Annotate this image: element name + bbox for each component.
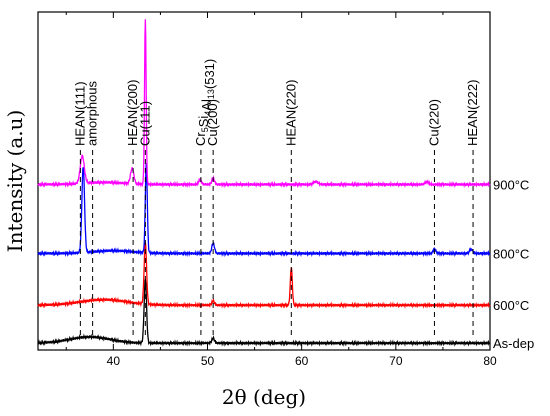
plot-area-border	[37, 11, 491, 351]
series-line	[37, 163, 491, 258]
tick-layer: 40 50 60 70 80	[65, 12, 497, 368]
x-tick-label: 80	[483, 354, 497, 368]
series-label: 800°C	[493, 246, 529, 261]
annotation-layer: HEAN(111)amorphous HEAN(200)Cu(111) Cr5Si4…	[72, 59, 480, 335]
series-line	[37, 279, 491, 347]
annotation-label: HEAN(111)	[72, 81, 87, 146]
annotation-label: HEAN(222)	[465, 80, 480, 146]
x-axis-title: 2θ (deg)	[222, 385, 306, 409]
x-tick-label: 70	[389, 354, 403, 368]
x-tick-label: 60	[295, 354, 309, 368]
series-line	[37, 19, 491, 189]
annotation-label: Cu(200)	[205, 99, 220, 146]
annotation-label: HEAN(220)	[283, 80, 298, 146]
annotation-label: HEAN(200)	[125, 80, 140, 146]
annotation-label: Cu(220)	[426, 99, 441, 146]
x-tick-label: 40	[107, 354, 121, 368]
series-label: 600°C	[493, 298, 529, 313]
annotation-label: Cu(111)	[137, 101, 152, 146]
plot-frame	[37, 11, 491, 351]
series-label-layer: As-dep 600°C 800°C 900°C	[493, 177, 534, 351]
y-axis-title: Intensity (a.u)	[3, 110, 27, 253]
series-label: As-dep	[493, 336, 534, 351]
series-label: 900°C	[493, 177, 529, 192]
series-line	[37, 242, 491, 309]
annotation-label: Cr5Si4Al13(531)	[193, 59, 217, 146]
annotation-label: amorphous	[85, 80, 100, 146]
series-layer	[37, 19, 491, 347]
x-tick-label: 50	[201, 354, 215, 368]
